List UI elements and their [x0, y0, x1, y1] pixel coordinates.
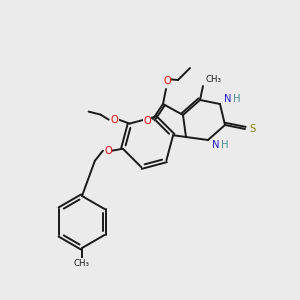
- Text: CH₃: CH₃: [206, 74, 222, 83]
- Text: N: N: [224, 94, 232, 104]
- Text: O: O: [143, 116, 151, 126]
- Text: O: O: [163, 76, 171, 86]
- Text: H: H: [233, 94, 241, 104]
- Text: O: O: [104, 146, 112, 156]
- Text: N: N: [212, 140, 220, 150]
- Text: CH₃: CH₃: [74, 259, 90, 268]
- Text: S: S: [249, 124, 255, 134]
- Text: O: O: [111, 115, 119, 124]
- Text: H: H: [221, 140, 229, 150]
